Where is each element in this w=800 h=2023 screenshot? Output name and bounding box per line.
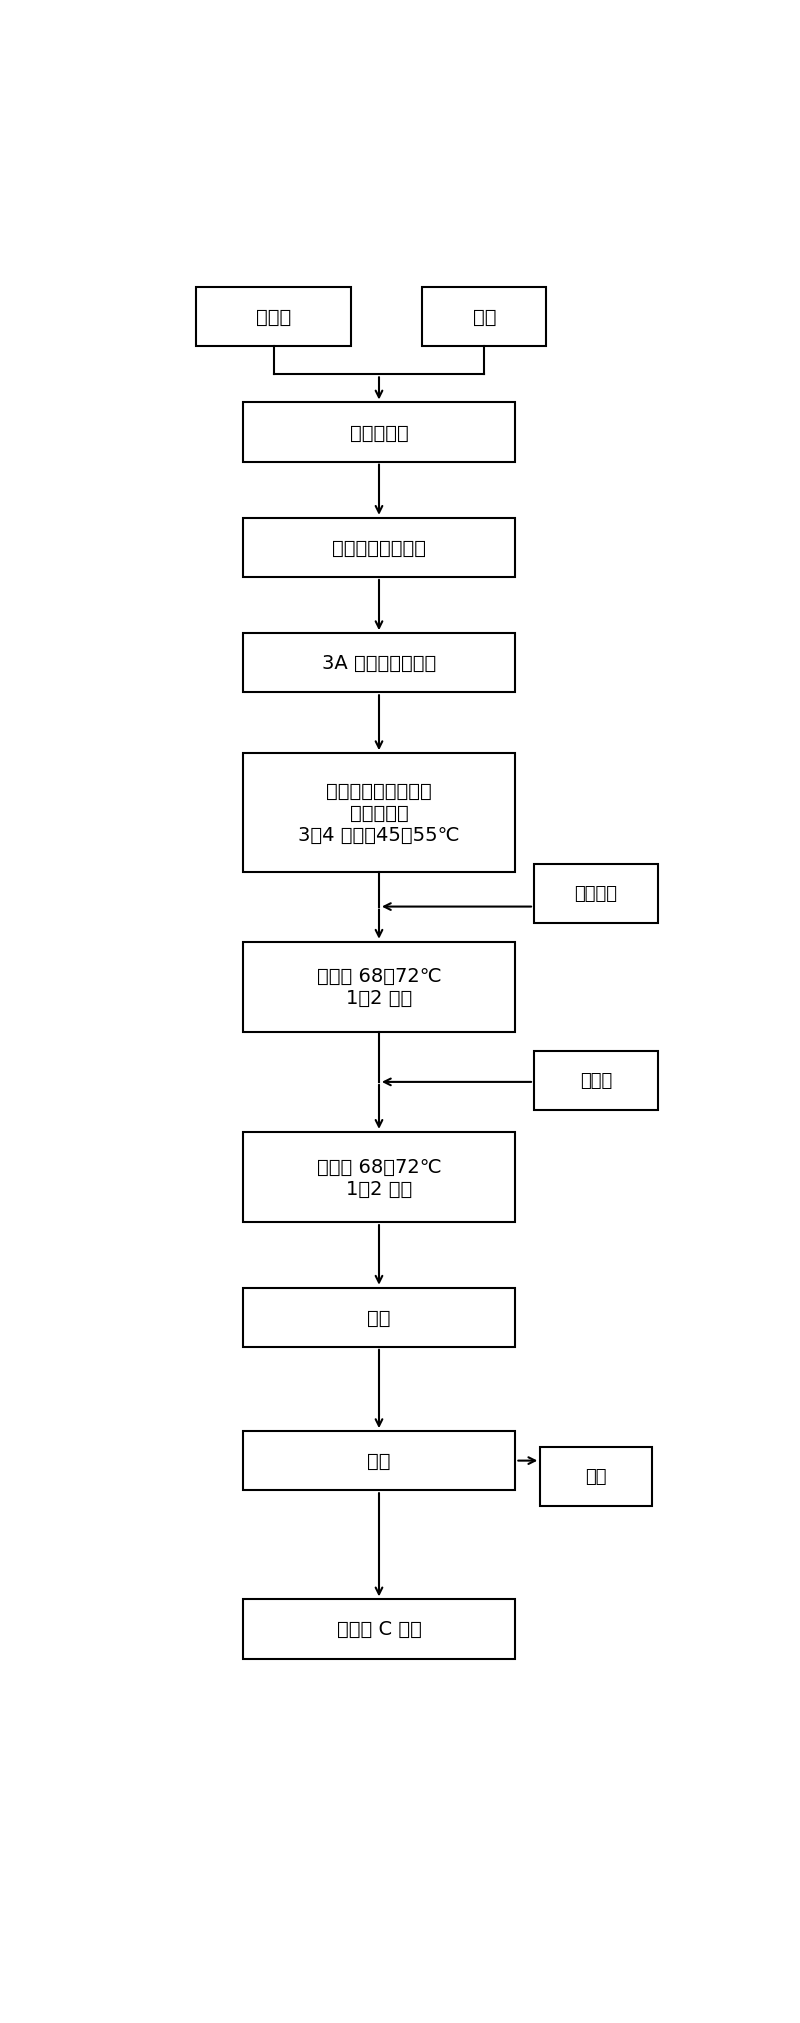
Bar [242,943,515,1032]
Text: 甲醇: 甲醇 [473,307,496,328]
Text: 古龙酸: 古龙酸 [256,307,291,328]
Bar [534,1052,658,1111]
Bar [242,1133,515,1222]
Text: 颗粒活性炭: 颗粒活性炭 [350,423,408,443]
Text: 碳酸钐: 碳酸钐 [580,1072,612,1090]
Text: 阳离子树脂保护柱: 阳离子树脂保护柱 [332,538,426,558]
Text: 离心: 离心 [367,1450,390,1471]
Bar [242,755,515,872]
Text: 母液: 母液 [586,1467,606,1485]
Text: 3A 型分子筛干燥柱: 3A 型分子筛干燥柱 [322,653,436,674]
Text: 维生素 C 钒盐: 维生素 C 钒盐 [337,1620,422,1639]
Bar [242,633,515,694]
Bar [242,403,515,463]
Text: 强酸性阳离子交换树
脂循环走料
3～4 小时，45～55℃: 强酸性阳离子交换树 脂循环走料 3～4 小时，45～55℃ [298,781,460,844]
Text: 碌转化 68～72℃
1～2 小时: 碌转化 68～72℃ 1～2 小时 [317,967,442,1007]
Text: 冷却: 冷却 [367,1309,390,1327]
Bar [242,1289,515,1347]
Bar [242,1600,515,1659]
Bar [242,518,515,579]
Bar [422,287,546,348]
Text: 碳酸氢钐: 碳酸氢钐 [574,884,618,902]
Bar [196,287,351,348]
Bar [540,1446,652,1505]
Bar [534,864,658,922]
Bar [242,1432,515,1491]
Text: 碌转化 68～72℃
1～2 小时: 碌转化 68～72℃ 1～2 小时 [317,1157,442,1198]
